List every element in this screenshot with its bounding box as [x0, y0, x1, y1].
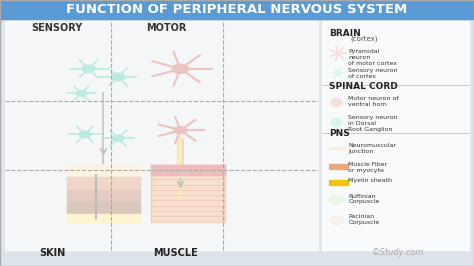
- Circle shape: [172, 64, 189, 73]
- Bar: [66, 202, 140, 214]
- Bar: [66, 165, 140, 222]
- Text: BRAIN: BRAIN: [329, 29, 361, 38]
- Text: Myelin sheath: Myelin sheath: [348, 178, 392, 183]
- Text: Motor neuron of
ventral horn: Motor neuron of ventral horn: [348, 96, 399, 107]
- Text: Ruffinian
Corpuscle: Ruffinian Corpuscle: [348, 194, 380, 205]
- Text: SPINAL CORD: SPINAL CORD: [329, 82, 398, 91]
- Circle shape: [331, 118, 342, 127]
- Circle shape: [79, 131, 91, 138]
- Circle shape: [335, 71, 341, 75]
- Bar: [66, 177, 140, 190]
- Bar: [66, 190, 140, 202]
- Text: SENSORY: SENSORY: [31, 23, 82, 33]
- Text: Neuromuscular
junction: Neuromuscular junction: [348, 143, 397, 154]
- Circle shape: [111, 73, 125, 81]
- Text: Pyramidal
neuron
of motor cortex: Pyramidal neuron of motor cortex: [348, 49, 397, 66]
- Text: Sensory neuron
in Dorsal
Root Ganglion: Sensory neuron in Dorsal Root Ganglion: [348, 115, 398, 131]
- Circle shape: [76, 90, 86, 96]
- Text: FUNCTION OF PERIPHERAL NERVOUS SYSTEM: FUNCTION OF PERIPHERAL NERVOUS SYSTEM: [66, 3, 408, 16]
- Text: Pacinian
Corpuscle: Pacinian Corpuscle: [348, 214, 380, 225]
- Text: SKIN: SKIN: [39, 248, 65, 258]
- Circle shape: [112, 135, 124, 142]
- Ellipse shape: [329, 195, 344, 203]
- Text: MOTOR: MOTOR: [146, 23, 186, 33]
- Text: (cortex): (cortex): [351, 35, 378, 42]
- Bar: [151, 165, 225, 222]
- Text: Muscle Fiber
or myocyte: Muscle Fiber or myocyte: [348, 162, 388, 173]
- Text: MUSCLE: MUSCLE: [153, 248, 198, 258]
- Circle shape: [174, 127, 187, 134]
- Ellipse shape: [329, 217, 344, 225]
- Bar: [66, 214, 140, 222]
- Circle shape: [82, 65, 95, 72]
- Bar: [66, 165, 140, 177]
- Text: PNS: PNS: [329, 129, 350, 138]
- Text: Sensory neuron
of cortex: Sensory neuron of cortex: [348, 68, 398, 79]
- Bar: [151, 165, 225, 175]
- Text: ©Study.com: ©Study.com: [372, 248, 424, 257]
- Circle shape: [331, 98, 342, 107]
- Circle shape: [336, 51, 340, 55]
